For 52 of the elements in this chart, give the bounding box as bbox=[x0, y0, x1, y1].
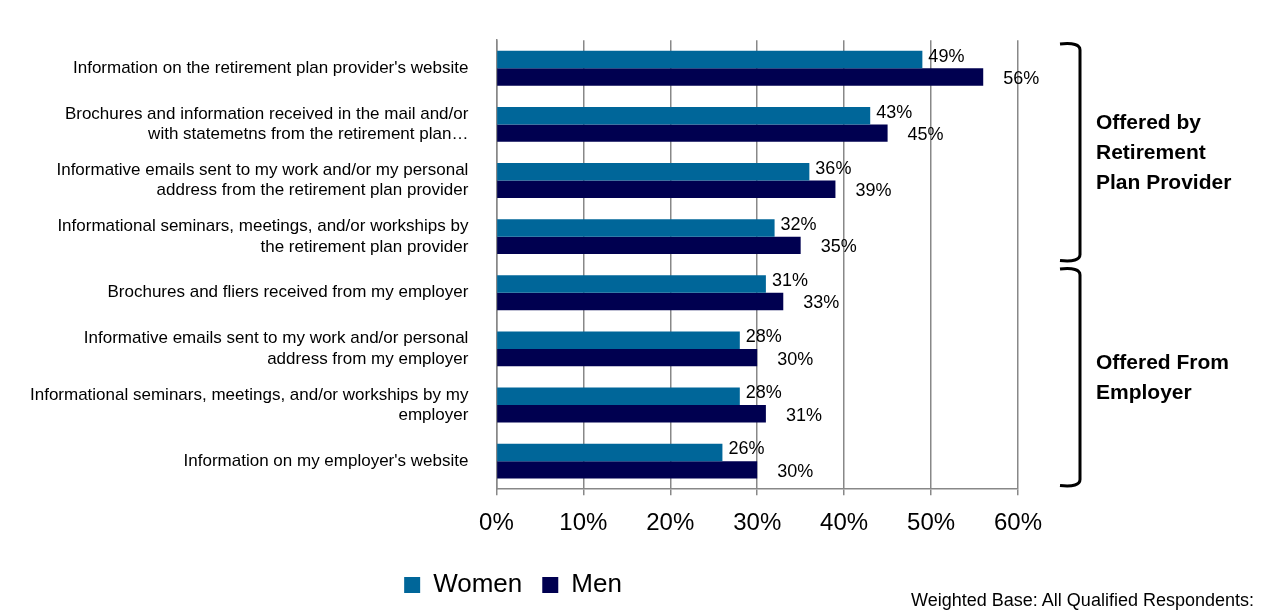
y-tick-label: Brochures and fliers received from my employer bbox=[107, 282, 469, 302]
y-tick-label: Informational seminars, meetings, and/or workships by the retirement plan provider bbox=[57, 216, 469, 256]
data-label: 43% bbox=[876, 101, 913, 122]
legend-label: Men bbox=[571, 568, 622, 599]
x-tick-label: 30% bbox=[733, 508, 782, 536]
bar bbox=[497, 50, 923, 69]
bar bbox=[497, 163, 810, 181]
bar bbox=[497, 461, 758, 479]
bar bbox=[497, 68, 984, 86]
data-label: 36% bbox=[815, 157, 852, 178]
x-tick-label: 20% bbox=[646, 508, 695, 536]
y-tick-label: Informative emails sent to my work and/or personal address from my employer bbox=[83, 328, 469, 368]
y-tick-label: Information on my employer's website bbox=[183, 450, 469, 470]
data-label: 56% bbox=[1003, 67, 1040, 88]
data-label: 33% bbox=[803, 292, 840, 313]
y-tick-label: Brochures and information received in the mail and/or with statemetns from the retirement plan… bbox=[64, 103, 469, 144]
x-tick-label: 10% bbox=[559, 508, 608, 536]
legend-label: Women bbox=[433, 568, 523, 599]
x-tick-label: 60% bbox=[993, 508, 1043, 536]
data-label: 32% bbox=[780, 213, 817, 234]
data-label: 45% bbox=[907, 124, 944, 145]
data-label: 39% bbox=[855, 180, 892, 201]
data-label: 30% bbox=[777, 348, 814, 369]
bar bbox=[497, 443, 723, 462]
bar bbox=[497, 405, 766, 423]
y-tick-label: Informative emails sent to my work and/or my personal address from the retirement plan provider bbox=[56, 160, 469, 200]
bar bbox=[497, 106, 871, 125]
text: Offered by Retirement Plan Provider bbox=[1096, 109, 1233, 196]
bar bbox=[497, 292, 784, 311]
data-label: 35% bbox=[820, 236, 857, 257]
bar bbox=[497, 348, 758, 367]
bar bbox=[497, 331, 740, 349]
x-tick-label: 40% bbox=[820, 508, 869, 536]
data-label: 31% bbox=[785, 404, 822, 425]
data-label: 49% bbox=[928, 45, 965, 66]
bar bbox=[497, 180, 836, 198]
text: Offered From Employer bbox=[1096, 348, 1230, 405]
y-tick-label: Information on the retirement plan provider's website bbox=[72, 57, 469, 77]
data-label: 30% bbox=[777, 460, 814, 481]
bar bbox=[497, 219, 775, 237]
y-tick-label: Informational seminars, meetings, and/or workships by my employer bbox=[29, 384, 469, 424]
bar bbox=[497, 387, 740, 406]
data-label: 28% bbox=[745, 382, 782, 403]
data-label: 26% bbox=[728, 438, 765, 459]
data-label: 31% bbox=[771, 270, 808, 291]
text: Weighted Base: All Qualified Respondents: bbox=[911, 590, 1254, 611]
bar bbox=[497, 236, 801, 255]
data-label: 28% bbox=[745, 326, 782, 347]
x-tick-label: 0% bbox=[479, 508, 514, 536]
bar bbox=[497, 124, 888, 142]
x-tick-label: 50% bbox=[907, 508, 956, 536]
bar bbox=[497, 275, 766, 293]
